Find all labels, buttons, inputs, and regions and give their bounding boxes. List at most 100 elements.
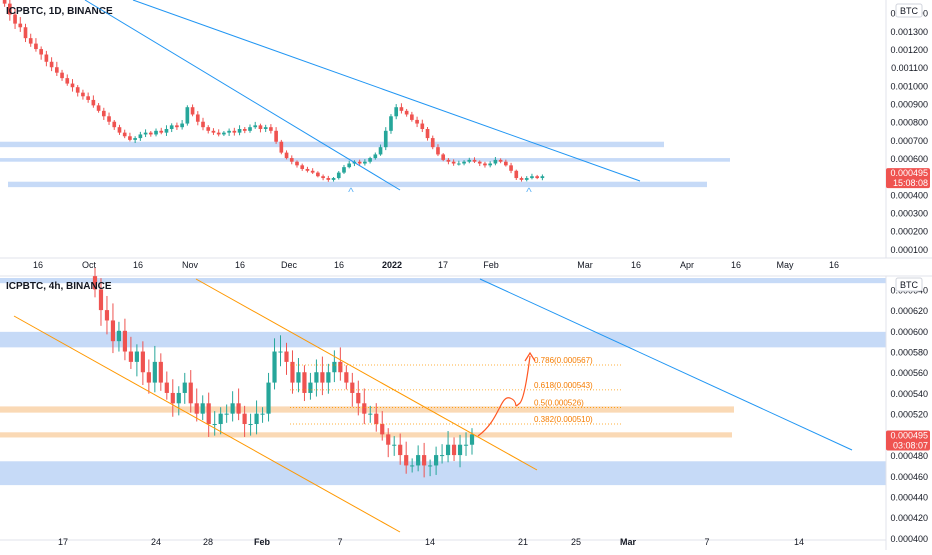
candle-body [194,403,199,414]
x-tick-label: 24 [151,537,161,547]
y-tick-label: 0.000580 [890,348,928,358]
candle-body [148,132,153,135]
x-tick-label: 17 [438,260,448,270]
y-tick-label: 0.000400 [890,190,928,200]
candle-body [316,172,320,177]
candle-body [362,403,367,414]
x-tick-label: Feb [254,537,271,547]
candle-body [200,403,205,414]
y-tick-label: 0.001200 [890,45,928,55]
candle-body [342,167,346,173]
fib-level-label: 0.5(0.000526) [534,398,584,407]
fib-level-label: 0.786(0.000567) [534,356,593,365]
candle-body [128,136,132,140]
candle-body [206,403,211,425]
candle-body [180,123,184,128]
candle-body [380,424,385,435]
candle-body [98,289,104,311]
x-tick-label: 14 [425,537,435,547]
candle-body [399,107,404,111]
candle-body [253,125,258,128]
y-tick-label: 0.001300 [890,27,928,37]
candle-body [75,87,80,93]
candle-body [164,129,169,133]
fib-level-label: 0.618(0.000543) [534,381,593,390]
candle-body [422,455,427,466]
candle-body [122,330,128,352]
candle-body [509,165,513,171]
candle-body [28,38,33,44]
channel-lower [13,315,401,533]
candle-body [92,276,98,290]
pane-daily: 0.0001000.0002000.0003000.0004000.000500… [0,0,930,278]
candle-body [70,83,75,88]
x-tick-label: 2022 [382,260,402,270]
last-price-badge [886,168,930,189]
x-tick-label: 16 [334,260,344,270]
x-tick-label: Oct [82,260,97,270]
candle-body [65,78,70,84]
y-tick-label: 0.000620 [890,306,928,316]
candle-body [398,444,403,456]
candle-body [175,125,179,128]
candle-body [269,127,273,131]
candle-body [296,372,301,383]
chart-title: ICPBTC, 4h, BINANCE [6,281,112,292]
currency-badge-label: BTC [900,280,919,290]
candle-body [227,130,231,133]
candle-body [430,138,435,148]
candle-body [535,176,539,179]
candle-body [170,392,175,404]
last-price-countdown: 03:08:07 [893,441,928,451]
candle-body [467,159,472,162]
candle-body [44,54,49,62]
candle-body [498,159,503,162]
x-tick-label: 16 [133,260,143,270]
candle-body [258,125,263,129]
candle-body [383,130,388,148]
x-tick-label: 16 [33,260,43,270]
candle-body [472,159,477,162]
candle-body [462,161,466,164]
x-tick-label: Dec [281,260,298,270]
candle-body [451,444,457,456]
candle-body [363,161,367,164]
x-tick-label: 14 [794,537,804,547]
channel-upper [195,278,538,471]
candle-body [434,455,439,466]
candle-body [91,99,96,106]
projection-path [477,355,531,437]
candle-body [169,125,174,129]
candle-body [368,413,373,415]
y-tick-label: 0.000700 [890,136,928,146]
candle-body [112,121,117,128]
zone-band [8,181,707,188]
candle-body [18,23,23,28]
last-price-label: 0.000495 [890,168,928,178]
candle-body [222,132,226,135]
y-tick-label: 0.000600 [890,327,928,337]
candle-body [314,372,319,383]
bounce-marker: ^ [348,185,354,199]
candle-body [469,434,475,445]
candle-body [457,444,463,456]
x-tick-label: May [776,260,794,270]
bounce-marker: ^ [526,185,532,199]
x-tick-label: 28 [203,537,213,547]
candle-body [428,465,433,467]
last-price-badge [886,430,930,451]
y-tick-label: 0.000480 [890,451,928,461]
candle-body [347,163,352,168]
candle-body [143,132,148,135]
candle-body [39,49,43,55]
candle-body [154,130,158,135]
candle-body [416,455,421,466]
candle-body [138,134,143,139]
candle-body [373,154,378,159]
candle-body [266,382,271,414]
y-tick-label: 0.001000 [890,81,928,91]
candle-body [201,121,205,128]
candle-body [420,123,425,129]
candle-body [356,392,361,404]
